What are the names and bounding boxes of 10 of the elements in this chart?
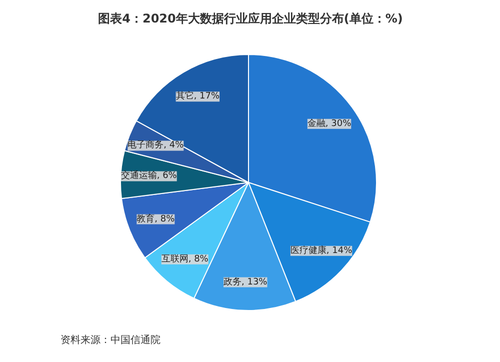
slice-label: 交通运输, 6% [120, 170, 178, 182]
slice-label: 教育, 8% [136, 213, 176, 224]
text: 资料来源：中国信通院 [60, 334, 160, 346]
slice-label: 其它, 17% [176, 90, 220, 102]
slice-label: 金融, 30% [307, 118, 352, 129]
slice-label: 互联网, 8% [161, 253, 209, 264]
slice-label: 电子商务, 4% [128, 140, 184, 151]
chart-title: 图表4：2020年大数据行业应用企业类型分布(单位：%) [98, 12, 403, 26]
slice-label: 医疗健康, 14% [290, 244, 353, 256]
slice-label: 政务, 13% [224, 276, 268, 288]
